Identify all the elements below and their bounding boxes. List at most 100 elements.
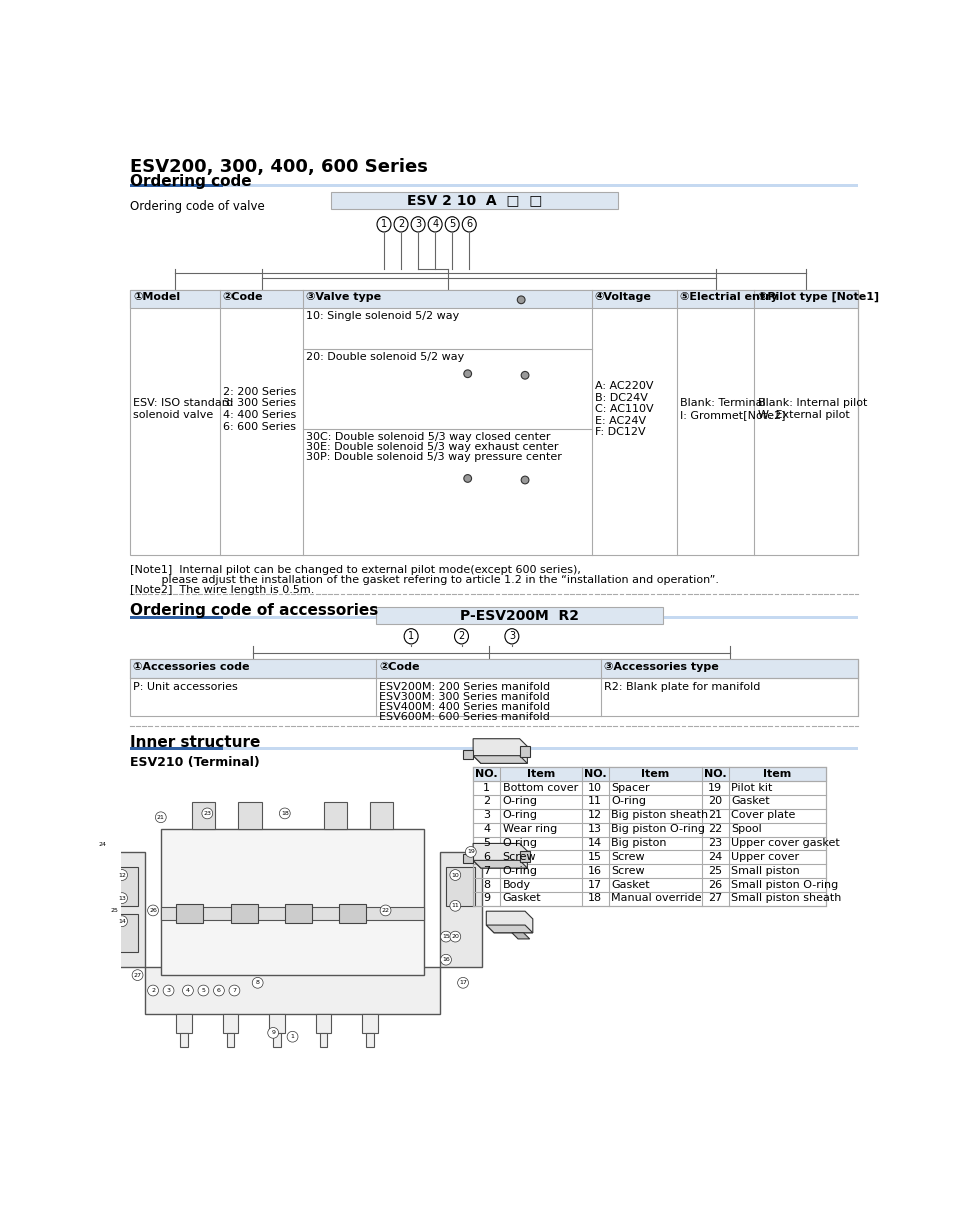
Text: ESV600M: 600 Series manifold: ESV600M: 600 Series manifold	[380, 712, 550, 722]
Text: O-ring: O-ring	[611, 797, 646, 807]
Text: 30P: Double solenoid 5/3 way pressure center: 30P: Double solenoid 5/3 way pressure ce…	[307, 452, 562, 462]
Text: 30C: Double solenoid 5/3 way closed center: 30C: Double solenoid 5/3 way closed cent…	[307, 432, 551, 442]
Circle shape	[441, 954, 451, 965]
Bar	[161, 829, 424, 975]
Text: 8: 8	[483, 879, 491, 889]
Bar	[223, 1013, 238, 1033]
Polygon shape	[520, 851, 529, 862]
Text: 2: 2	[483, 797, 491, 807]
Text: 7: 7	[483, 866, 491, 876]
Text: P: Unit accessories: P: Unit accessories	[133, 682, 238, 691]
Bar	[440, 852, 482, 968]
Text: 24: 24	[98, 841, 107, 847]
Text: 2: 2	[458, 631, 465, 641]
Text: 19: 19	[467, 850, 474, 855]
Bar	[473, 768, 826, 906]
Text: A: AC220V
B: DC24V
C: AC110V
E: AC24V
F: DC12V: A: AC220V B: DC24V C: AC110V E: AC24V F:…	[595, 381, 654, 437]
Text: NO.: NO.	[475, 769, 498, 779]
Polygon shape	[473, 844, 527, 868]
Circle shape	[280, 808, 290, 819]
Text: Spacer: Spacer	[611, 782, 650, 792]
Text: 26: 26	[709, 879, 722, 889]
Text: Manual override: Manual override	[611, 894, 702, 904]
Text: 9: 9	[271, 1030, 275, 1035]
Text: 1: 1	[483, 782, 490, 792]
Bar	[130, 659, 858, 716]
Ellipse shape	[404, 629, 418, 643]
Circle shape	[147, 985, 158, 996]
Bar	[223, 747, 858, 750]
Ellipse shape	[428, 216, 442, 232]
Text: ⑥Pilot type [Note1]: ⑥Pilot type [Note1]	[758, 292, 878, 302]
Text: Big piston: Big piston	[611, 837, 666, 849]
Text: 16: 16	[442, 957, 450, 963]
Text: 18: 18	[281, 810, 288, 815]
Circle shape	[464, 474, 471, 483]
Text: 30E: Double solenoid 5/3 way exhaust center: 30E: Double solenoid 5/3 way exhaust cen…	[307, 442, 559, 452]
Bar	[107, 867, 138, 906]
Polygon shape	[512, 933, 529, 939]
Circle shape	[380, 905, 391, 916]
Bar	[176, 1013, 192, 1033]
Bar	[316, 1013, 332, 1033]
Text: R2: Blank plate for manifold: R2: Blank plate for manifold	[604, 682, 761, 691]
Circle shape	[229, 985, 240, 996]
Text: ⑤Electrial entry: ⑤Electrial entry	[680, 292, 778, 302]
Circle shape	[518, 296, 525, 303]
Text: 1: 1	[290, 1034, 294, 1039]
Text: 5: 5	[201, 989, 205, 993]
Polygon shape	[486, 925, 533, 933]
Text: Item: Item	[641, 769, 669, 779]
Text: ESV200M: 200 Series manifold: ESV200M: 200 Series manifold	[380, 682, 550, 691]
Text: 15: 15	[442, 935, 450, 939]
Circle shape	[182, 985, 194, 996]
Bar	[376, 607, 663, 624]
Text: 3: 3	[483, 810, 490, 820]
Bar	[284, 904, 312, 922]
Text: [Note1]  Internal pilot can be changed to external pilot mode(except 600 series): [Note1] Internal pilot can be changed to…	[130, 565, 580, 575]
Text: Small piston O-ring: Small piston O-ring	[732, 879, 839, 889]
Text: 14: 14	[588, 837, 602, 849]
Text: 19: 19	[709, 782, 722, 792]
Text: 15: 15	[588, 852, 602, 862]
Text: Bottom cover: Bottom cover	[502, 782, 577, 792]
Text: Ordering code of accessories: Ordering code of accessories	[130, 603, 378, 618]
Bar	[446, 867, 475, 906]
Circle shape	[450, 869, 461, 880]
Polygon shape	[473, 755, 527, 764]
Text: 20: 20	[451, 935, 459, 939]
Circle shape	[198, 985, 209, 996]
Text: Cover plate: Cover plate	[732, 810, 795, 820]
Text: 2: 2	[151, 989, 155, 993]
Ellipse shape	[463, 216, 476, 232]
Text: ②Code: ②Code	[223, 292, 263, 302]
Text: P-ESV200M  R2: P-ESV200M R2	[460, 609, 579, 623]
Text: [Note2]  The wire length is 0.5m.: [Note2] The wire length is 0.5m.	[130, 585, 314, 594]
Bar	[366, 1033, 374, 1046]
Text: 1: 1	[408, 631, 415, 641]
Text: ESV400M: 400 Series manifold: ESV400M: 400 Series manifold	[380, 701, 550, 712]
Bar	[176, 904, 203, 922]
Text: Upper cover: Upper cover	[732, 852, 799, 862]
Text: 3: 3	[509, 631, 515, 641]
Text: 5: 5	[449, 220, 455, 230]
Circle shape	[268, 1028, 279, 1038]
Bar	[273, 1033, 281, 1046]
Text: 20: 20	[709, 797, 722, 807]
Polygon shape	[520, 747, 529, 758]
Text: 23: 23	[709, 837, 722, 849]
Ellipse shape	[505, 629, 519, 643]
Bar	[473, 768, 826, 781]
Text: Body: Body	[502, 879, 531, 889]
Ellipse shape	[394, 216, 408, 232]
Text: O-ring: O-ring	[502, 837, 538, 849]
Text: O-ring: O-ring	[502, 866, 538, 876]
Circle shape	[132, 970, 143, 980]
Bar	[324, 802, 347, 829]
Text: 22: 22	[709, 824, 722, 834]
Text: 5: 5	[483, 837, 490, 849]
Text: Gasket: Gasket	[611, 879, 650, 889]
Circle shape	[117, 916, 127, 927]
Text: ESV: ISO standard
solenoid valve: ESV: ISO standard solenoid valve	[133, 398, 233, 420]
Text: 7: 7	[232, 989, 236, 993]
